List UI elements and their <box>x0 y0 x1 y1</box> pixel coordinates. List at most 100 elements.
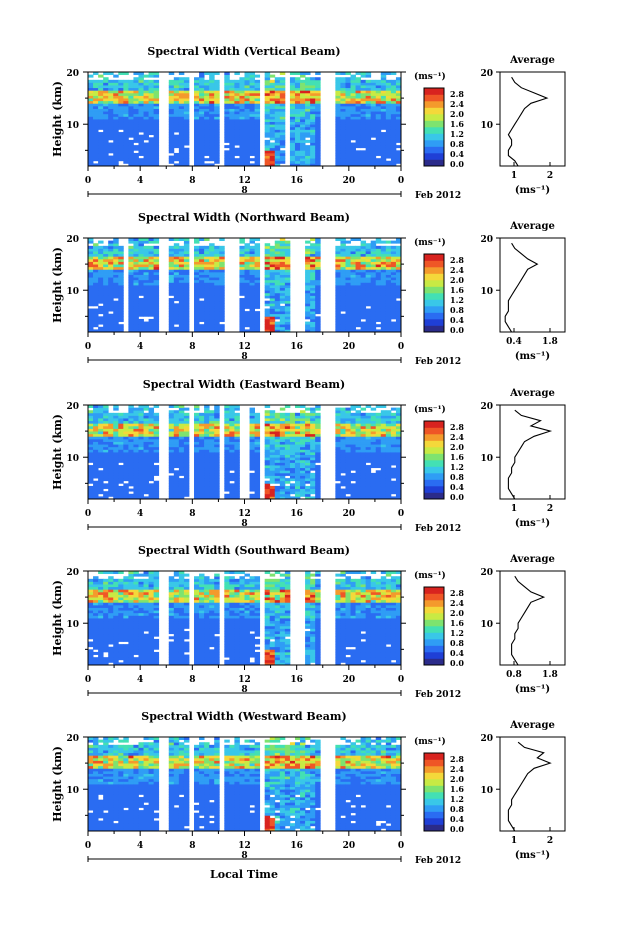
heatmap-cell <box>118 134 124 138</box>
heatmap-cell <box>123 85 129 89</box>
heatmap-cell <box>239 298 245 302</box>
heatmap-cell <box>219 248 225 252</box>
heatmap-cell <box>249 269 255 273</box>
heatmap-cell <box>194 311 200 315</box>
heatmap-cell <box>375 295 382 299</box>
heatmap-cell <box>239 271 245 275</box>
heatmap-cell <box>395 100 402 104</box>
heatmap-cell <box>194 90 200 94</box>
heatmap-cell <box>173 274 180 278</box>
heatmap-cell <box>113 326 119 330</box>
heatmap-cell <box>209 132 215 136</box>
heatmap-cell <box>98 150 104 154</box>
heatmap-cell <box>395 274 402 278</box>
heatmap-cell <box>183 298 190 302</box>
heatmap-cell <box>244 87 250 91</box>
heatmap-cell <box>153 145 160 149</box>
heatmap-cell <box>385 258 392 262</box>
heatmap-cell <box>284 412 291 416</box>
heatmap-cell <box>214 431 220 435</box>
heatmap-cell <box>294 158 301 162</box>
heatmap-cell <box>178 313 185 317</box>
heatmap-cell <box>153 113 160 117</box>
heatmap-cell <box>128 155 134 159</box>
heatmap-cell <box>128 431 134 435</box>
heatmap-cell <box>380 258 387 262</box>
heatmap-cell <box>148 423 155 427</box>
heatmap-cell <box>254 119 261 123</box>
heatmap-cell <box>204 108 210 112</box>
heatmap-cell <box>173 441 180 445</box>
heatmap-cell <box>269 245 276 249</box>
heatmap-cell <box>103 459 109 463</box>
heatmap-cell <box>133 134 139 138</box>
heatmap-cell <box>219 318 225 322</box>
heatmap-cell <box>264 274 271 278</box>
heatmap-cell <box>183 454 190 458</box>
heatmap-cell <box>98 105 104 109</box>
heatmap-cell <box>289 87 296 91</box>
heatmap-cell <box>229 478 235 482</box>
heatmap-cell <box>123 124 129 128</box>
heatmap-cell <box>279 423 286 427</box>
heatmap-cell <box>219 282 225 286</box>
heatmap-cell <box>173 431 180 435</box>
heatmap-cell <box>103 98 109 102</box>
heatmap-cell <box>153 431 160 435</box>
heatmap-cell <box>194 493 200 497</box>
heatmap-cell <box>143 300 149 304</box>
heatmap-cell <box>98 155 104 159</box>
heatmap-cell <box>214 444 220 448</box>
heatmap-cell <box>289 111 296 115</box>
heatmap-cell <box>103 449 109 453</box>
heatmap-cell <box>385 326 392 330</box>
heatmap-cell <box>113 329 119 333</box>
heatmap-cell <box>194 126 200 130</box>
heatmap-cell <box>279 441 286 445</box>
heatmap-cell <box>300 412 306 416</box>
heatmap-cell <box>168 303 175 307</box>
heatmap-cell <box>199 152 205 156</box>
heatmap-cell <box>375 311 382 315</box>
x-tick-label: 20 <box>343 342 356 352</box>
heatmap-cell <box>345 449 351 453</box>
heatmap-cell <box>360 124 367 128</box>
heatmap-cell <box>98 441 104 445</box>
heatmap-cell <box>113 158 119 162</box>
heatmap-cell <box>224 90 230 94</box>
heatmap-cell <box>88 475 94 479</box>
heatmap-cell <box>209 496 215 500</box>
heatmap-cell <box>239 256 245 260</box>
heatmap-cell <box>249 433 255 437</box>
heatmap-cell <box>88 238 94 242</box>
heatmap-cell <box>385 113 392 117</box>
heatmap-cell <box>93 316 99 320</box>
heatmap-cell <box>178 290 185 294</box>
heatmap-cell <box>219 256 225 260</box>
heatmap-cell <box>279 277 286 281</box>
heatmap-cell <box>269 105 276 109</box>
heatmap-cell <box>284 478 291 482</box>
heatmap-cell <box>108 425 114 429</box>
heatmap-cell <box>88 300 94 304</box>
heatmap-cell <box>98 98 104 102</box>
heatmap-cell <box>249 152 255 156</box>
heatmap-cell <box>395 116 402 120</box>
heatmap-cell <box>138 266 144 270</box>
heatmap-cell <box>214 108 220 112</box>
heatmap-cell <box>234 72 240 76</box>
heatmap-cell <box>199 285 205 289</box>
heatmap-cell <box>133 282 139 286</box>
heatmap-cell <box>194 251 200 255</box>
heatmap-cell <box>234 142 240 146</box>
heatmap-cell <box>118 480 124 484</box>
heatmap-cell <box>229 412 235 416</box>
heatmap-cell <box>183 92 190 96</box>
heatmap-cell <box>88 292 94 296</box>
heatmap-cell <box>138 410 144 414</box>
heatmap-cell <box>340 496 346 500</box>
heatmap-cell <box>88 493 94 497</box>
heatmap-cell <box>345 266 351 270</box>
heatmap-cell <box>315 305 321 309</box>
heatmap-cell <box>153 305 160 309</box>
